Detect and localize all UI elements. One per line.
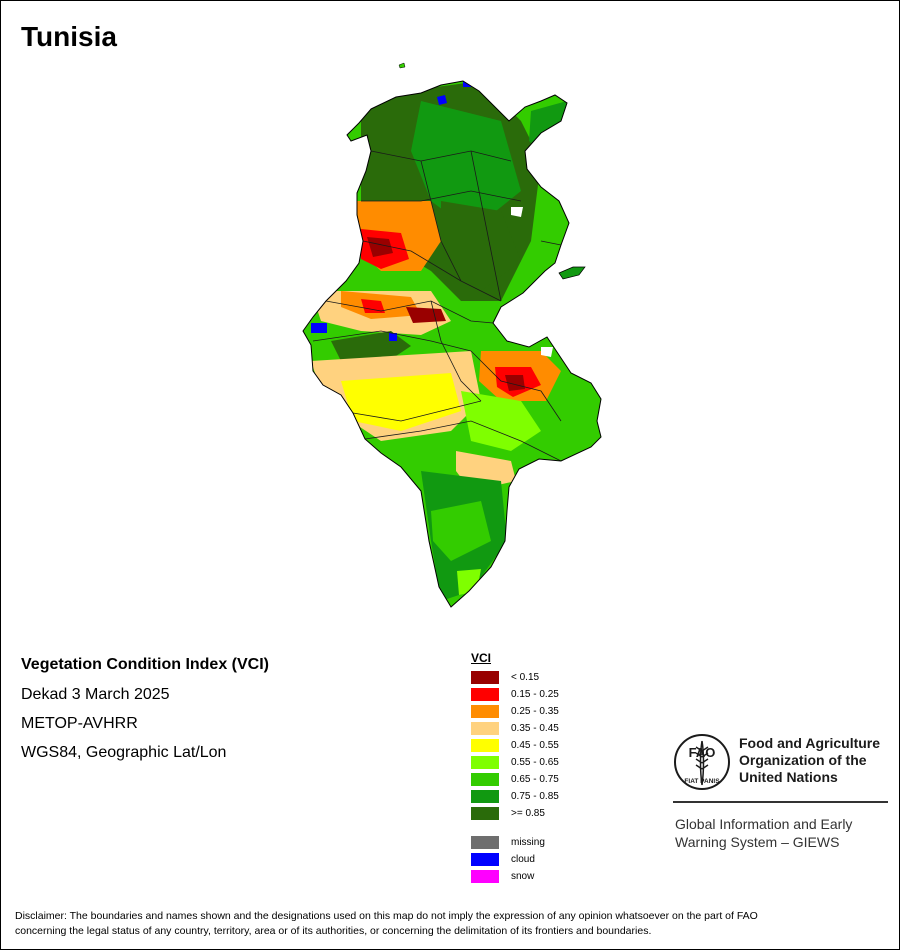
legend-label: 0.15 - 0.25	[511, 689, 559, 700]
emblem-motto: FIAT PANIS	[684, 778, 720, 785]
disclaimer-line: Disclaimer: The boundaries and names sho…	[15, 910, 758, 922]
disclaimer-line: concerning the legal status of any count…	[15, 925, 652, 937]
fao-name-line: Food and Agriculture	[739, 735, 881, 751]
legend-item: 0.15 - 0.25	[471, 686, 559, 703]
fao-name: Food and Agriculture Organization of the…	[739, 735, 880, 786]
map-title: Tunisia	[21, 21, 117, 52]
legend-swatch	[471, 705, 499, 718]
legend-label: 0.55 - 0.65	[511, 757, 559, 768]
legend-label: 0.45 - 0.55	[511, 740, 559, 751]
legend-swatch	[471, 688, 499, 701]
legend-item: >= 0.85	[471, 805, 559, 822]
legend-label: 0.35 - 0.45	[511, 723, 559, 734]
legend-swatch	[471, 756, 499, 769]
legend-label: < 0.15	[511, 672, 540, 683]
legend-swatch	[471, 773, 499, 786]
disclaimer: Disclaimer: The boundaries and names sho…	[15, 909, 885, 939]
legend-item: 0.45 - 0.55	[471, 737, 559, 754]
giews-name: Global Information and Early Warning Sys…	[675, 815, 852, 851]
vci-map	[302, 62, 602, 608]
legend-label: 0.25 - 0.35	[511, 706, 559, 717]
logo-divider	[673, 801, 888, 803]
legend-item: 0.25 - 0.35	[471, 703, 559, 720]
vci-legend: VCI < 0.15 0.15 - 0.25 0.25 - 0.35 0.35 …	[471, 651, 559, 885]
legend-swatch	[471, 790, 499, 803]
legend-title: VCI	[471, 651, 492, 665]
legend-item: cloud	[471, 851, 559, 868]
giews-line: Warning System – GIEWS	[675, 834, 840, 850]
legend-item: 0.75 - 0.85	[471, 788, 559, 805]
legend-item: 0.55 - 0.65	[471, 754, 559, 771]
index-name: Vegetation Condition Index (VCI)	[21, 656, 269, 673]
legend-swatch	[471, 853, 499, 866]
legend-item: missing	[471, 834, 559, 851]
legend-swatch	[471, 671, 499, 684]
emblem-text: FAO	[689, 745, 716, 760]
legend-item: 0.65 - 0.75	[471, 771, 559, 788]
legend-swatch	[471, 836, 499, 849]
legend-item: snow	[471, 868, 559, 885]
fao-name-line: United Nations	[739, 769, 838, 785]
legend-item: 0.35 - 0.45	[471, 720, 559, 737]
legend-swatch	[471, 807, 499, 820]
sensor-label: METOP-AVHRR	[21, 715, 138, 732]
giews-line: Global Information and Early	[675, 816, 853, 832]
legend-item: < 0.15	[471, 669, 559, 686]
legend-label: >= 0.85	[511, 808, 545, 819]
projection-label: WGS84, Geographic Lat/Lon	[21, 744, 227, 761]
fao-emblem-icon: FAO FIAT PANIS	[674, 734, 730, 790]
legend-swatch	[471, 870, 499, 883]
legend-swatch	[471, 722, 499, 735]
legend-classes: < 0.15 0.15 - 0.25 0.25 - 0.35 0.35 - 0.…	[471, 669, 559, 822]
map-info: Vegetation Condition Index (VCI) Dekad 3…	[21, 656, 269, 773]
legend-label: cloud	[511, 854, 535, 865]
legend-label: 0.65 - 0.75	[511, 774, 559, 785]
legend-swatch	[471, 739, 499, 752]
legend-special: missing cloud snow	[471, 834, 559, 885]
legend-label: missing	[511, 837, 545, 848]
legend-label: 0.75 - 0.85	[511, 791, 559, 802]
fao-name-line: Organization of the	[739, 752, 867, 768]
legend-label: snow	[511, 871, 535, 882]
period-label: Dekad 3 March 2025	[21, 686, 170, 703]
